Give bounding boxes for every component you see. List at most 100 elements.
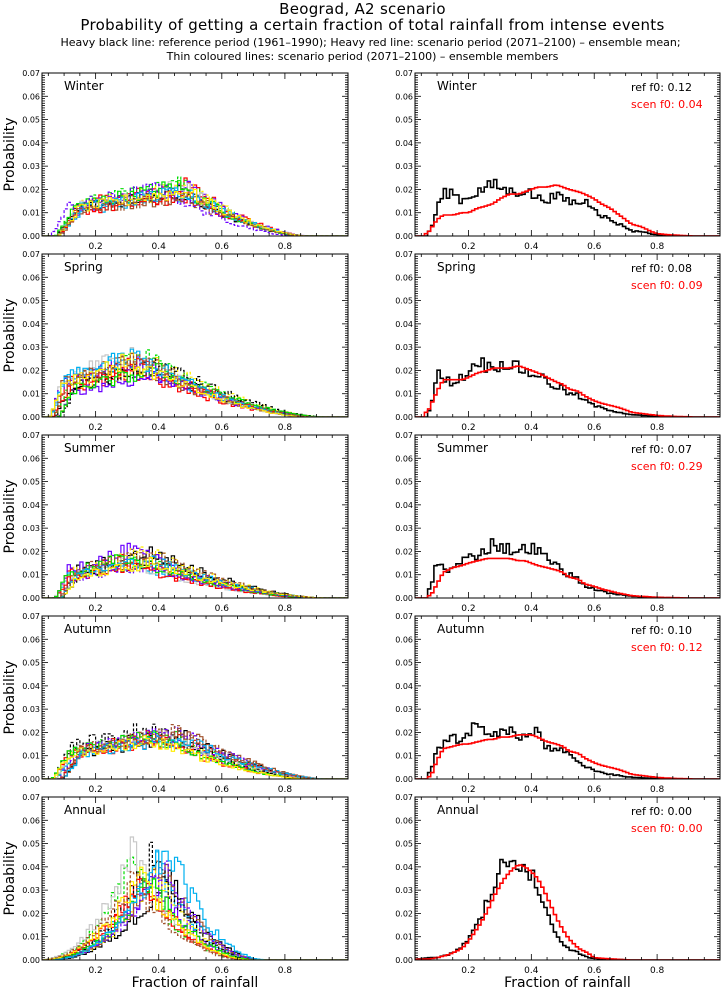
- y-tick-label: 0.02: [22, 366, 40, 375]
- y-axis-label: Probability: [2, 117, 18, 191]
- x-tick-label: 0.8: [278, 242, 293, 252]
- chart-subtitle: Probability of getting a certain fractio…: [80, 16, 665, 34]
- y-tick-label: 0.06: [395, 635, 413, 644]
- x-axis-label: Fraction of rainfall: [504, 975, 631, 990]
- y-tick-label: 0.02: [22, 185, 40, 194]
- y-tick-label: 0.03: [395, 886, 413, 895]
- y-tick-label: 0.00: [22, 956, 40, 965]
- x-tick-label: 0.6: [587, 242, 602, 252]
- ensemble-member-line-5: [42, 849, 348, 960]
- ensemble-member-line-9: [42, 188, 348, 236]
- ref-f0-annotation: ref f0: 0.12: [631, 81, 692, 94]
- y-tick-label: 0.01: [22, 752, 40, 761]
- season-label: Spring: [437, 260, 476, 274]
- x-tick-label: 0.4: [524, 966, 539, 976]
- y-tick-label: 0.02: [395, 185, 413, 194]
- y-tick-label: 0.05: [22, 478, 40, 487]
- y-tick-label: 0.05: [22, 116, 40, 125]
- scen-f0-annotation: scen f0: 0.00: [631, 822, 703, 835]
- y-tick-label: 0.04: [22, 501, 40, 510]
- plot-area: [42, 836, 348, 960]
- y-tick-label: 0.05: [395, 840, 413, 849]
- panel-left-summer: 0.00 0.01 0.02 0.03 0.04 0.05 0.06 0.07 0.2 0.4 0.…: [2, 431, 349, 614]
- x-tick-label: 0.4: [152, 785, 167, 795]
- x-tick-label: 0.4: [524, 785, 539, 795]
- y-tick-label: 0.07: [22, 431, 40, 440]
- x-tick-label: 0.6: [587, 966, 602, 976]
- ensemble-member-line-10: [42, 561, 348, 598]
- y-tick-label: 0.07: [22, 612, 40, 621]
- scen-f0-annotation: scen f0: 0.04: [631, 98, 703, 111]
- y-tick-label: 0.04: [395, 863, 413, 872]
- y-tick-label: 0.01: [395, 390, 413, 399]
- x-tick-label: 0.4: [524, 604, 539, 614]
- x-tick-label: 0.8: [278, 785, 293, 795]
- ref-f0-annotation: ref f0: 0.00: [631, 805, 692, 818]
- y-tick-label: 0.02: [22, 547, 40, 556]
- y-tick-label: 0.01: [22, 209, 40, 218]
- season-label: Winter: [64, 79, 104, 93]
- y-tick-label: 0.07: [395, 250, 413, 259]
- y-tick-label: 0.05: [22, 297, 40, 306]
- plot-area: [415, 357, 720, 417]
- x-tick-label: 0.6: [587, 785, 602, 795]
- ensemble-member-line-14: [42, 352, 348, 417]
- y-tick-label: 0.00: [395, 232, 413, 241]
- y-tick-label: 0.03: [395, 343, 413, 352]
- ensemble-member-line-13: [42, 348, 348, 417]
- x-tick-label: 0.8: [650, 242, 665, 252]
- y-tick-label: 0.04: [22, 320, 40, 329]
- y-tick-label: 0.07: [395, 69, 413, 78]
- y-tick-label: 0.03: [395, 162, 413, 171]
- y-tick-label: 0.01: [22, 933, 40, 942]
- panel-left-winter: 0.00 0.01 0.02 0.03 0.04 0.05 0.06 0.07 0.2 0.4 0.…: [2, 69, 349, 252]
- x-tick-label: 0.8: [278, 604, 293, 614]
- x-tick-label: 0.8: [650, 604, 665, 614]
- y-tick-label: 0.00: [22, 413, 40, 422]
- ensemble-member-line-12: [42, 561, 348, 598]
- y-tick-label: 0.05: [395, 116, 413, 125]
- scenario-mean-line: [415, 184, 720, 236]
- y-axis-label: Probability: [2, 841, 18, 915]
- panel-right-autumn: 0.00 0.01 0.02 0.03 0.04 0.05 0.06 0.07 0.2 0.4 0.…: [395, 612, 721, 795]
- y-tick-label: 0.07: [395, 431, 413, 440]
- x-tick-label: 0.8: [650, 785, 665, 795]
- y-tick-label: 0.01: [22, 571, 40, 580]
- y-tick-label: 0.04: [22, 682, 40, 691]
- y-tick-label: 0.02: [395, 909, 413, 918]
- season-label: Autumn: [437, 622, 484, 636]
- x-tick-label: 0.2: [88, 423, 102, 433]
- y-tick-label: 0.02: [22, 909, 40, 918]
- panel-right-spring: 0.00 0.01 0.02 0.03 0.04 0.05 0.06 0.07 0.2 0.4 0.…: [395, 250, 721, 433]
- reference-line: [415, 858, 720, 960]
- y-tick-label: 0.00: [22, 232, 40, 241]
- ref-f0-annotation: ref f0: 0.10: [631, 624, 692, 637]
- y-tick-label: 0.04: [395, 139, 413, 148]
- season-label: Summer: [437, 441, 488, 455]
- legend-line-1: Heavy black line: reference period (1961…: [60, 36, 681, 49]
- y-tick-label: 0.03: [22, 705, 40, 714]
- x-tick-label: 0.6: [215, 242, 230, 252]
- plot-area: [415, 858, 720, 960]
- x-tick-label: 0.4: [152, 242, 167, 252]
- ref-f0-annotation: ref f0: 0.07: [631, 443, 692, 456]
- y-tick-label: 0.05: [395, 297, 413, 306]
- y-tick-label: 0.04: [22, 863, 40, 872]
- legend-line-2: Thin coloured lines: scenario period (20…: [166, 50, 559, 63]
- y-tick-label: 0.00: [395, 594, 413, 603]
- y-tick-label: 0.00: [22, 775, 40, 784]
- plot-area: [415, 722, 720, 779]
- x-tick-label: 0.4: [152, 423, 167, 433]
- y-tick-label: 0.07: [395, 612, 413, 621]
- ensemble-member-line-7: [42, 860, 348, 960]
- ensemble-member-line-1: [42, 362, 348, 417]
- y-tick-label: 0.05: [22, 659, 40, 668]
- x-tick-label: 0.6: [587, 423, 602, 433]
- x-tick-label: 0.6: [587, 604, 602, 614]
- y-tick-label: 0.03: [22, 162, 40, 171]
- ensemble-member-line-15: [42, 552, 348, 598]
- ensemble-member-line-8: [42, 728, 348, 779]
- plot-area: [42, 176, 348, 236]
- panel-left-annual: 0.00 0.01 0.02 0.03 0.04 0.05 0.06 0.07 0.2 0.4 0.…: [2, 793, 349, 990]
